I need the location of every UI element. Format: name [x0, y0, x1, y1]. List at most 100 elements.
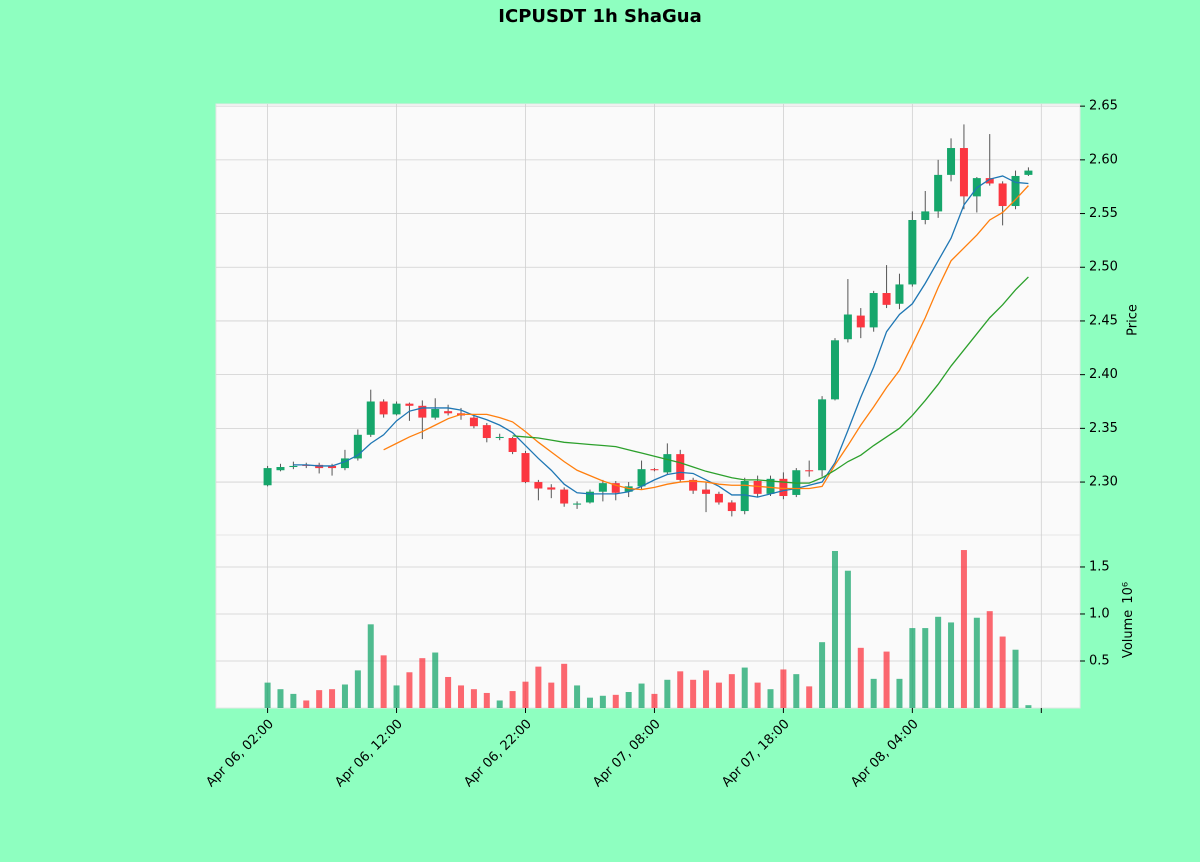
volume-bar [509, 691, 516, 708]
volume-bar [1012, 649, 1019, 708]
y-tick-label: 2.40 [1089, 367, 1118, 382]
candle-body [289, 465, 298, 468]
volume-bar [316, 690, 323, 708]
candle-body [779, 478, 788, 497]
candle-body [328, 465, 337, 469]
volume-axis-label: Volume 10⁶ [1121, 582, 1136, 658]
candle-body [495, 436, 504, 439]
volume-bar [277, 689, 284, 708]
candle-body [689, 479, 698, 491]
candle-body [366, 401, 375, 435]
volume-bar [1025, 705, 1032, 708]
candle-body [469, 417, 478, 427]
candle-body [676, 454, 685, 480]
y-tick-label: 2.60 [1089, 152, 1118, 167]
volume-bar [973, 617, 980, 708]
volume-bar [367, 624, 374, 708]
volume-tick-label: 1.5 [1089, 559, 1110, 574]
candle-body [882, 293, 891, 305]
volume-bar [535, 666, 542, 708]
volume-bar [612, 694, 619, 708]
candle-body [353, 434, 362, 459]
y-axis-label: Price [1126, 304, 1141, 336]
candle-body [908, 219, 917, 285]
candle-body [753, 480, 762, 494]
candle-body [482, 425, 491, 439]
volume-bar [483, 692, 490, 708]
candle-body [560, 489, 569, 504]
candle-body [663, 454, 672, 473]
candle-body [276, 467, 285, 471]
volume-label: Volume [1121, 610, 1136, 658]
y-tick-label: 2.65 [1089, 99, 1118, 114]
candle-body [418, 405, 427, 418]
volume-bar [999, 636, 1006, 708]
volume-bar [290, 693, 297, 708]
volume-tick-label: 1.0 [1089, 606, 1110, 621]
y-tick-label: 2.50 [1089, 260, 1118, 275]
volume-bar [703, 670, 710, 708]
volume-bar [831, 550, 838, 708]
volume-bar [767, 689, 774, 708]
candle-body [263, 468, 272, 486]
volume-bar [948, 622, 955, 708]
volume-bar [470, 689, 477, 708]
candle-body [830, 340, 839, 400]
candle-body [650, 469, 659, 471]
volume-bar [754, 682, 761, 708]
candle-body [766, 478, 775, 494]
candle-body [895, 284, 904, 304]
volume-bar [522, 681, 529, 708]
volume-bar [380, 655, 387, 708]
volume-bar [625, 692, 632, 708]
volume-bar [638, 683, 645, 708]
volume-bar [793, 674, 800, 708]
volume-bar [935, 616, 942, 708]
volume-bar [393, 685, 400, 708]
candle-body [727, 502, 736, 512]
chart-title: ICPUSDT 1h ShaGua [498, 6, 701, 27]
candle-body [856, 315, 865, 328]
y-tick-label: 2.45 [1089, 313, 1118, 328]
candle-body [547, 487, 556, 490]
volume-bar [986, 611, 993, 708]
candle-body [379, 401, 388, 415]
volume-bar [896, 678, 903, 708]
y-tick-label: 2.30 [1089, 475, 1118, 490]
volume-bar [909, 628, 916, 708]
volume-bar [341, 684, 348, 708]
candle-body [805, 470, 814, 472]
volume-bar [883, 651, 890, 708]
candle-body [444, 411, 453, 414]
candle-body [611, 483, 620, 493]
candle-body [573, 503, 582, 505]
y-tick-label: 2.55 [1089, 206, 1118, 221]
candle-body [985, 178, 994, 184]
candle-body [959, 148, 968, 197]
volume-bar [806, 686, 813, 708]
y-tick-label: 2.35 [1089, 421, 1118, 436]
candle-body [947, 148, 956, 175]
volume-bar [690, 679, 697, 708]
candle-body [934, 174, 943, 212]
moving-average [293, 175, 1029, 498]
candle-body [534, 482, 543, 489]
candle-body [702, 489, 711, 494]
candle-body [714, 493, 723, 503]
volume-bar [780, 669, 787, 708]
volume-bar [857, 647, 864, 708]
volume-bar [819, 642, 826, 708]
volume-bar [303, 700, 310, 708]
candle-body [869, 293, 878, 328]
candle-body [998, 183, 1007, 207]
volume-bar [496, 700, 503, 708]
volume-bar [651, 693, 658, 708]
volume-bar [728, 674, 735, 708]
volume-bar [419, 658, 426, 708]
volume-bar [715, 682, 722, 708]
moving-average [512, 276, 1029, 484]
volume-bar [406, 672, 413, 708]
volume-bar [844, 570, 851, 708]
